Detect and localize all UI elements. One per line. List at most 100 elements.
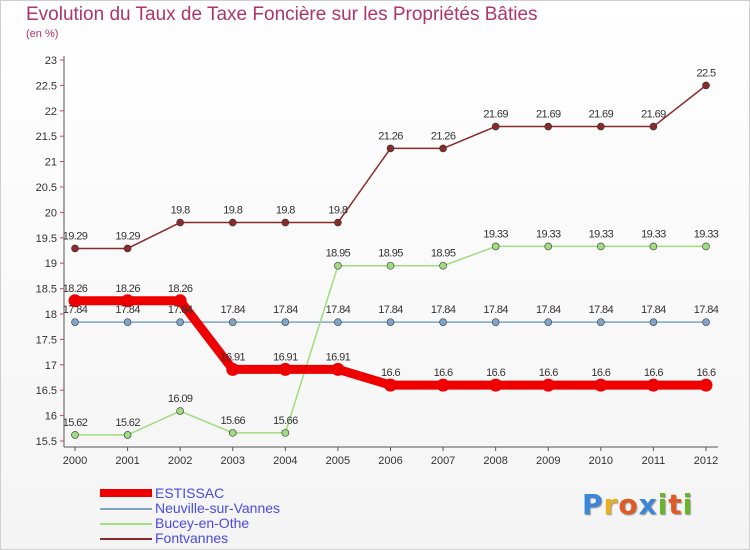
y-tick-label: 15.5 [36,436,57,448]
data-label: 19.8 [171,205,190,217]
line-chart: 15.5 16 16.5 17 17.5 18 18.5 19 19.5 20 20.5 21 21.5… [36,55,720,467]
data-point [384,378,397,392]
data-label: 17.84 [326,304,351,316]
proxiti-logo: Proxiti [582,488,693,521]
data-point [491,122,500,131]
y-tick-label: 16.5 [36,385,57,397]
data-label: 16.91 [273,351,298,363]
data-label: 19.33 [536,228,561,240]
data-label: 17.84 [431,304,456,316]
data-label: 21.26 [431,130,456,142]
data-point [544,242,553,251]
data-label: 19.29 [63,230,88,242]
legend-label: Bucey-en-Othe [155,515,250,531]
y-tick-label: 22.5 [36,80,57,92]
data-point [281,218,290,227]
data-point [702,318,710,326]
data-point [71,244,79,253]
data-label: 16.6 [591,367,610,379]
legend-label: Neuville-sur-Vannes [155,500,281,516]
legend-label: ESTISSAC [155,485,225,501]
data-label: 16.6 [486,367,505,379]
data-label: 17.84 [168,304,193,316]
data-label: 16.91 [220,351,245,363]
data-point [281,429,290,437]
data-label: 17.84 [694,304,719,316]
data-label: 21.69 [483,109,508,121]
logo-letter: i [682,488,694,521]
data-label: 16.6 [434,367,453,379]
x-tick-label: 2011 [642,455,666,467]
logo-letter: t [668,488,683,521]
data-point [702,81,710,90]
data-label: 21.69 [536,109,561,121]
x-tick-label: 2010 [589,455,613,467]
data-label: 16.6 [696,367,715,379]
data-point [541,378,555,392]
data-point [597,318,605,326]
x-tick-label: 2003 [221,455,245,467]
data-point [386,261,395,270]
y-tick-label: 19 [45,258,57,270]
data-point [71,318,79,326]
data-label: 19.33 [483,228,508,240]
data-point [436,378,450,392]
data-label: 22.5 [696,67,715,79]
y-tick-label: 18.5 [36,284,57,296]
data-point [123,244,132,253]
data-label: 16.6 [381,367,400,379]
data-point [702,242,710,251]
data-label: 21.69 [589,109,614,121]
data-point [331,362,345,376]
data-label: 19.33 [589,228,614,240]
data-label: 17.84 [536,304,561,316]
data-point [176,407,184,415]
data-point [173,294,187,308]
data-label: 17.84 [641,304,666,316]
data-point [281,318,290,326]
data-label: 16.09 [168,393,193,405]
y-tick-label: 19.5 [36,233,57,245]
data-label: 19.33 [694,228,719,240]
data-point [439,144,447,153]
data-label: 15.62 [63,417,88,429]
data-point [386,318,395,326]
x-tick-label: 2000 [63,455,87,467]
y-tick-label: 23 [45,55,57,67]
x-tick-label: 2012 [694,455,718,467]
data-point [68,294,82,308]
y-tick-label: 21.5 [36,131,57,143]
y-tick-label: 18 [45,309,57,321]
data-point [228,429,237,437]
data-point [386,144,395,153]
data-label: 19.33 [641,228,666,240]
logo-letter: i [657,488,669,521]
y-tick-label: 21 [45,157,57,169]
data-label: 17.84 [378,304,403,316]
legend-swatch [100,538,152,540]
data-point [71,431,79,439]
data-point [123,431,132,439]
data-label: 19.8 [328,205,347,217]
data-point [489,378,503,392]
data-point [121,294,135,308]
data-label: 17.84 [63,304,88,316]
data-point [439,318,447,326]
data-point [699,378,713,392]
data-label: 16.6 [644,367,663,379]
data-label: 18.26 [63,283,88,295]
logo-letter: P [582,488,604,521]
x-tick-label: 2008 [483,455,507,467]
data-point [439,261,447,270]
data-point [226,362,240,376]
x-tick-label: 2001 [115,455,139,467]
y-tick-label: 20.5 [36,182,57,194]
data-label: 15.66 [220,415,245,427]
y-tick-label: 17.5 [36,334,57,346]
data-label: 17.84 [483,304,508,316]
legend-swatch [100,508,152,510]
data-point [594,378,608,392]
data-label: 18.95 [378,248,403,260]
data-point [176,218,184,227]
legend-swatch [100,489,152,497]
